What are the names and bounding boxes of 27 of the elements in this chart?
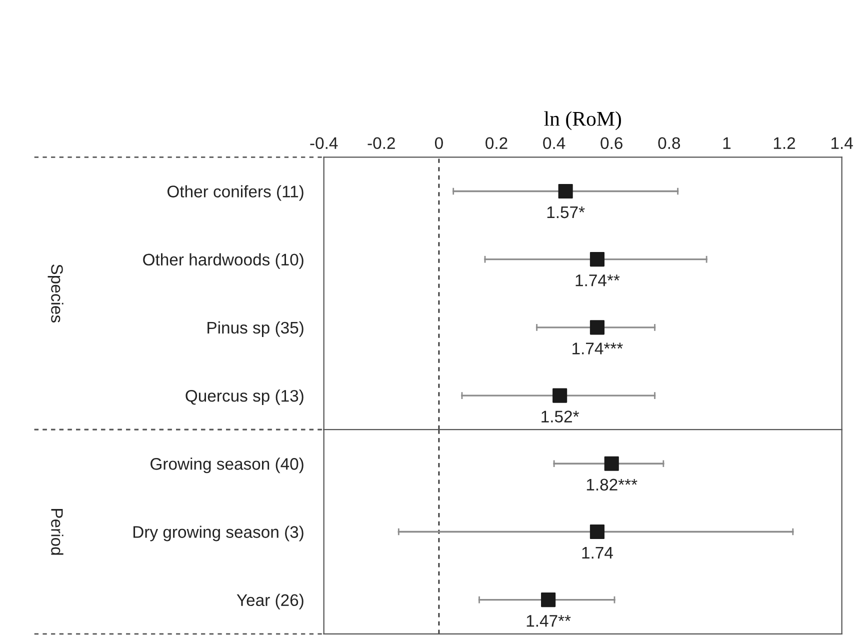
annotation: 1.47** — [526, 615, 571, 627]
y-tick-label: Other hardwoods (10) — [143, 253, 304, 269]
annotation: 1.74 — [582, 547, 613, 559]
annotation: 1.52* — [542, 410, 580, 422]
y-tick-label: Quercus sp (13) — [186, 390, 304, 406]
x-tick-label: 0.8 — [658, 137, 680, 150]
annotation: 1.82*** — [586, 478, 638, 491]
y-tick-label: Dry growing season (3) — [133, 526, 304, 542]
x-tick-label: 1.2 — [774, 137, 796, 149]
y-tick-label: Year (26) — [236, 594, 304, 610]
annotation: 1.57* — [547, 206, 585, 218]
x-tick-label: 1.4 — [832, 137, 853, 149]
x-tick-label: 1 — [723, 137, 731, 149]
y-tick-label: Pinus sp (35) — [208, 321, 304, 337]
x-tick-label: 0.2 — [486, 137, 508, 150]
y-tick-label: Growing season (40) — [150, 458, 304, 474]
y-tick-label: Other conifers (11) — [167, 185, 304, 201]
x-axis-title: ln (RoM) — [544, 111, 621, 130]
y-axis-title: Species — [48, 264, 64, 322]
x-tick-label: 0.4 — [543, 137, 566, 150]
annotation: 1.74*** — [572, 342, 623, 354]
x-tick-label: 0.6 — [600, 137, 622, 150]
annotation: 1.74** — [576, 274, 620, 286]
x-tick-label: 0 — [434, 137, 443, 150]
x-tick-label: -0.4 — [310, 137, 338, 150]
y-axis-title: Period — [51, 509, 64, 555]
x-tick-label: -0.2 — [368, 137, 395, 150]
